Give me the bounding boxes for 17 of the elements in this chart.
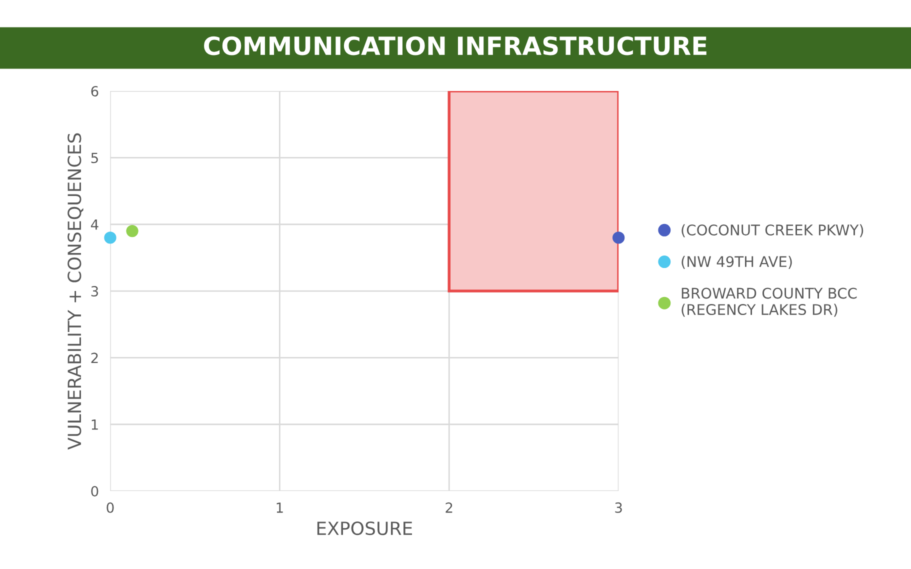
legend-label: (NW 49TH AVE) (682, 256, 792, 269)
legend-label: (COCONUT CREEK PKWY) (682, 224, 864, 238)
x-tick-label: 1 (276, 502, 283, 513)
y-tick-label: 0 (91, 486, 98, 497)
y-tick-label: 4 (90, 220, 98, 230)
x-tick-label: 0 (106, 502, 114, 513)
x-axis-title: EXPOSURE (317, 521, 412, 536)
y-tick-label: 6 (91, 86, 98, 97)
x-tick-label: 2 (446, 502, 452, 513)
x-tick-label: 3 (615, 502, 622, 513)
y-tick-label: 1 (92, 420, 98, 430)
y-tick-label: 5 (91, 152, 98, 164)
legend-label: BROWARD COUNTY BCC (REGENCY LAKES DR) (682, 288, 857, 317)
y-tick-label: 3 (91, 286, 98, 297)
y-axis-title: VULNERABILITY + CONSEQUENCES (68, 133, 84, 450)
y-tick-label: 2 (91, 352, 98, 363)
chart-title: COMMUNICATION INFRASTRUCTURE (204, 36, 706, 56)
